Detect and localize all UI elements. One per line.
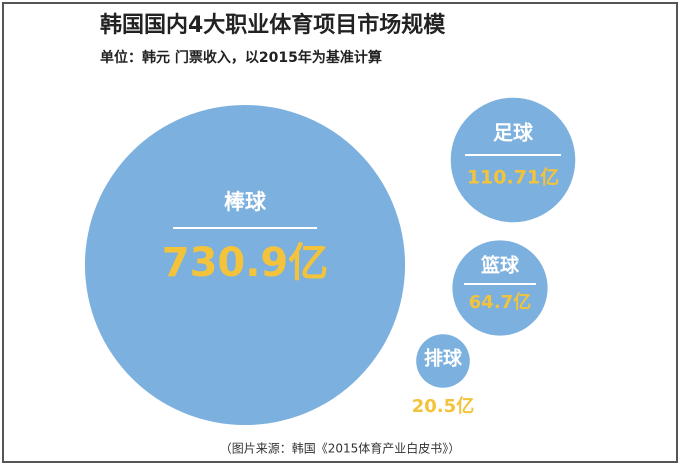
- chart-title: 韩国国内4大职业体育项目市场规模: [100, 12, 446, 38]
- value-label: 20.5亿: [412, 395, 474, 417]
- bubble-label: 足球: [493, 121, 534, 145]
- value-label: 110.71亿: [467, 166, 559, 189]
- value-label: 730.9亿: [162, 240, 329, 286]
- bubble: [450, 97, 576, 223]
- bubble: [416, 334, 470, 388]
- bubble-label: 排球: [424, 347, 463, 370]
- bubble-label: 篮球: [480, 254, 520, 277]
- bubble: [452, 240, 548, 336]
- bubble-label: 棒球: [224, 190, 267, 214]
- chart-subtitle: 单位：韩元 门票收入，以2015年为基准计算: [100, 49, 382, 66]
- bubble: [84, 104, 406, 426]
- source: （图片来源：韩国《2015体育产业白皮书》）: [220, 441, 461, 456]
- value-label: 64.7亿: [469, 291, 531, 313]
